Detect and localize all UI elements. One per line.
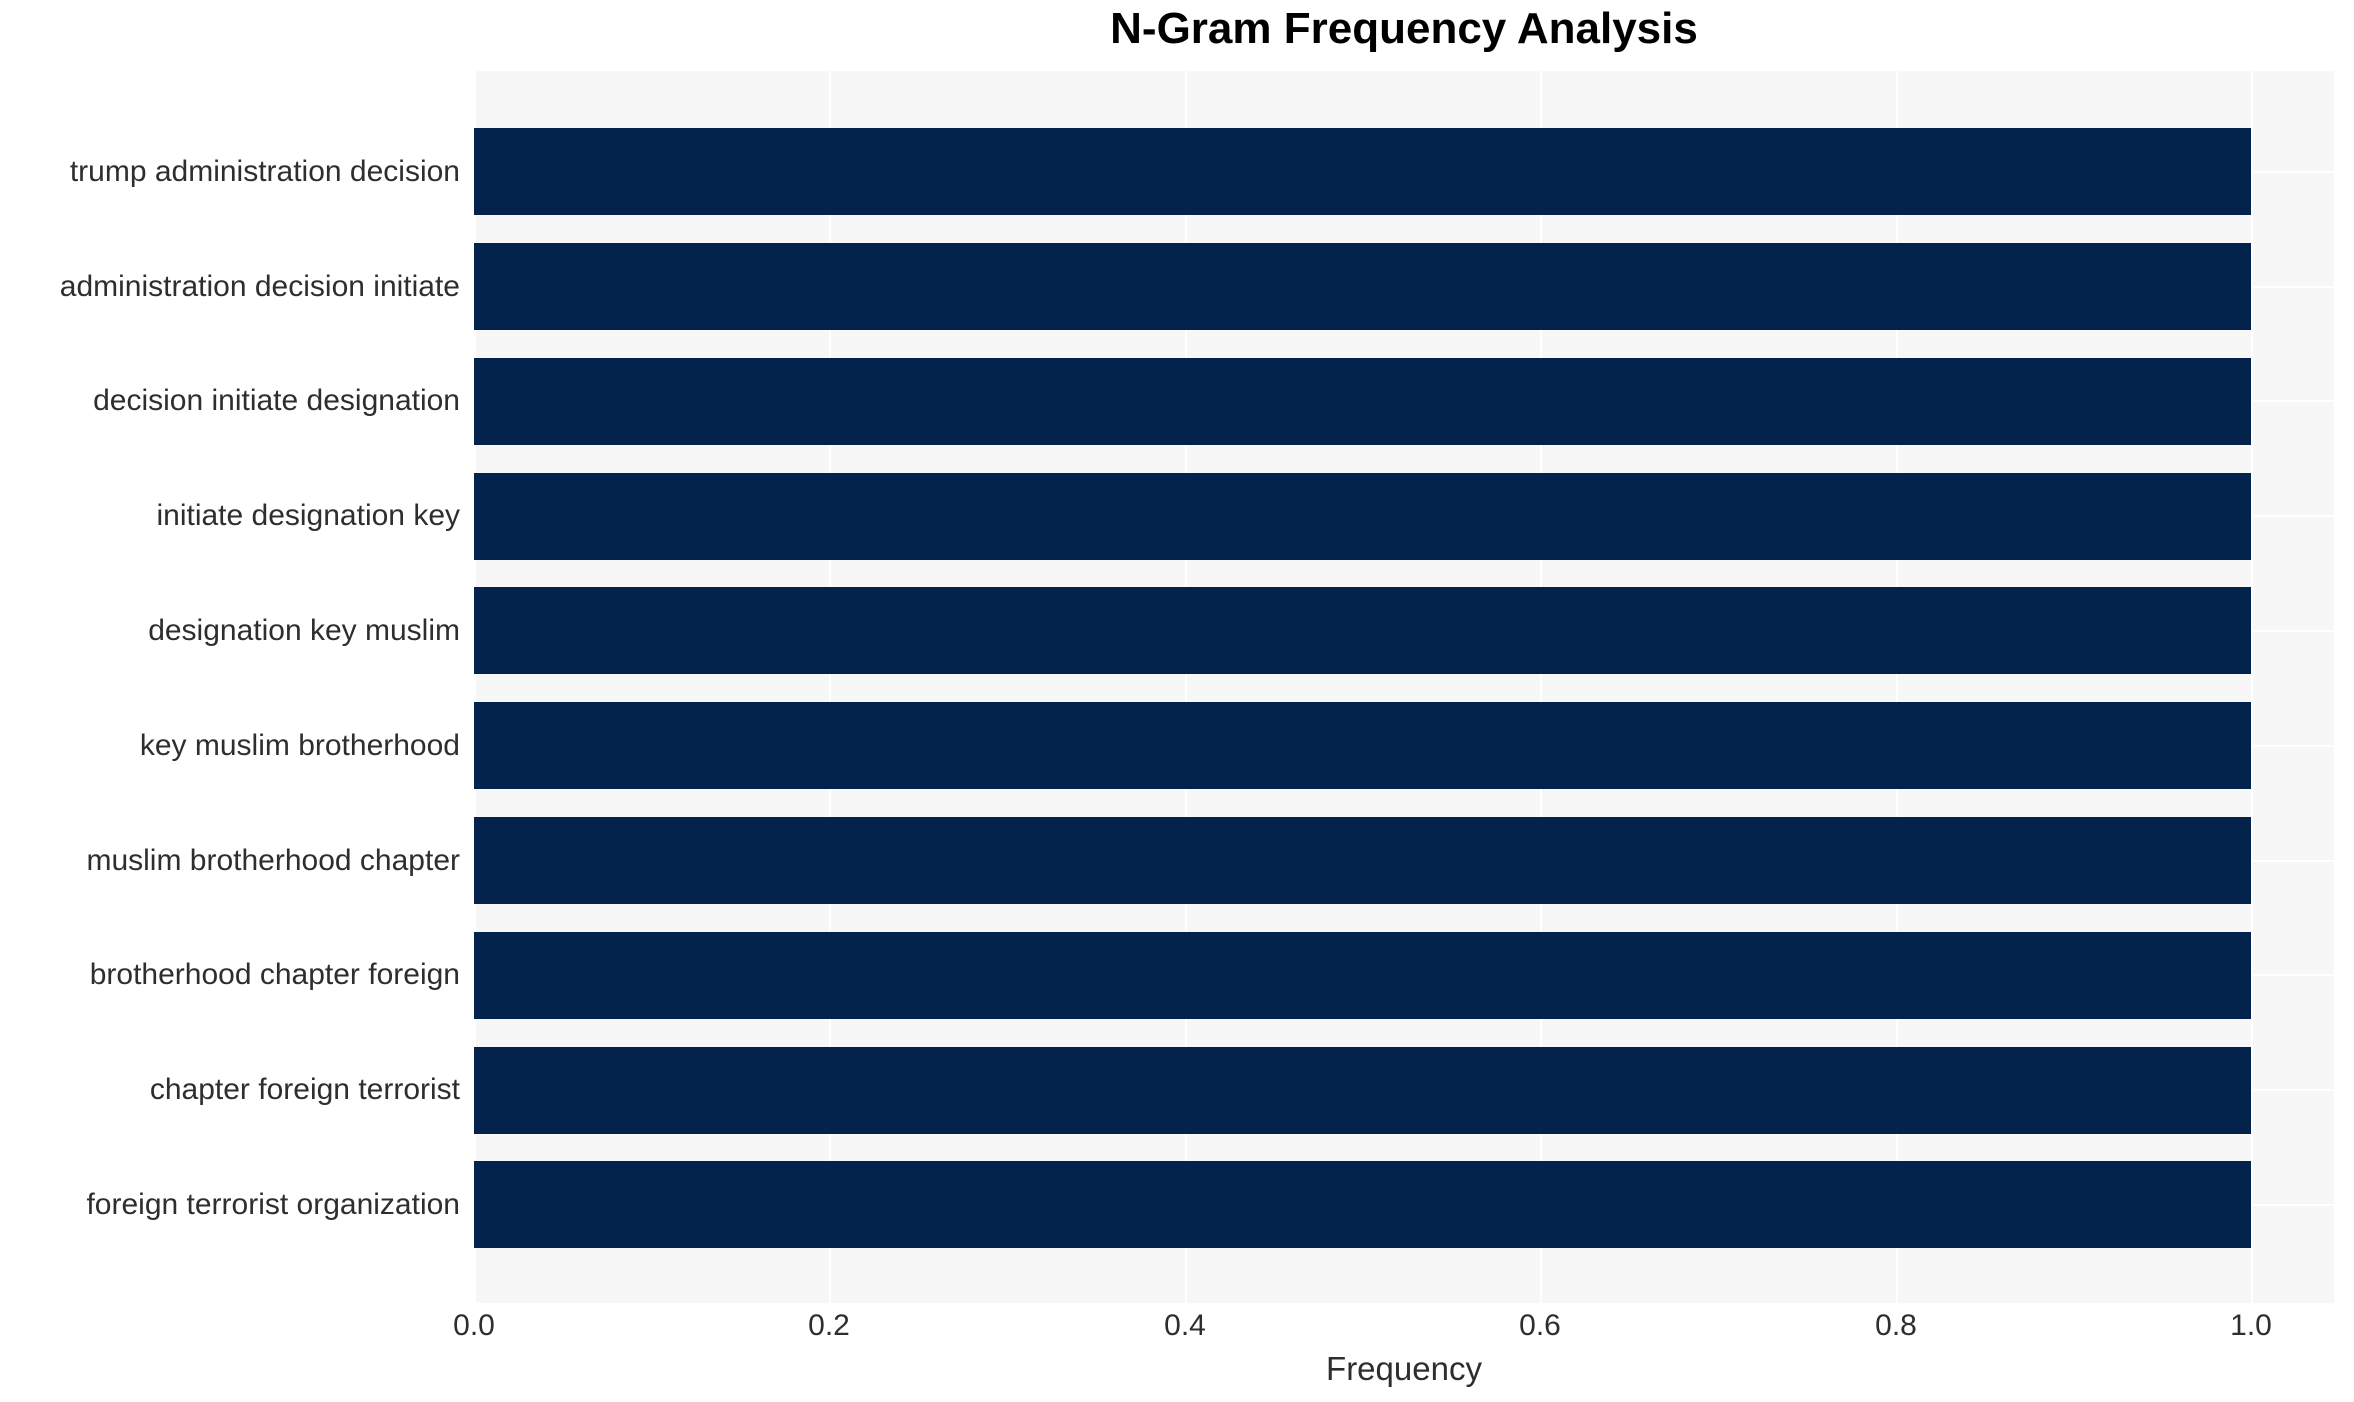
x-axis-title: Frequency [1326, 1350, 1482, 1387]
x-tick-label: 0.8 [1875, 1309, 1917, 1342]
bar [474, 358, 2251, 445]
x-gridline [1896, 71, 1898, 1303]
x-gridline [2251, 71, 2253, 1303]
y-axis-labels: trump administration decision administrat… [0, 71, 460, 1303]
y-tick-label: trump administration decision [69, 155, 460, 188]
bar [474, 817, 2251, 904]
x-gridline [1185, 71, 1187, 1303]
x-tick-label: 0.2 [808, 1309, 850, 1342]
plot-area [474, 71, 2334, 1303]
x-gridline [1540, 71, 1542, 1303]
y-tick-label: muslim brotherhood chapter [86, 844, 460, 877]
bar [474, 243, 2251, 330]
bar [474, 1047, 2251, 1134]
x-tick-label: 0.0 [453, 1309, 495, 1342]
y-tick-label: chapter foreign terrorist [149, 1073, 460, 1106]
y-tick-label: foreign terrorist organization [86, 1188, 460, 1221]
x-gridline [829, 71, 831, 1303]
y-tick-label: administration decision initiate [59, 270, 460, 303]
y-tick-label: key muslim brotherhood [139, 729, 460, 762]
x-gridline [474, 71, 476, 1303]
bar [474, 1161, 2251, 1248]
y-tick-label: brotherhood chapter foreign [89, 958, 460, 991]
x-tick-label: 0.4 [1164, 1309, 1206, 1342]
y-tick-label: initiate designation key [156, 499, 460, 532]
bar [474, 932, 2251, 1019]
bar [474, 702, 2251, 789]
y-tick-label: decision initiate designation [93, 384, 460, 417]
x-tick-label: 0.6 [1519, 1309, 1561, 1342]
bar [474, 128, 2251, 215]
bar [474, 587, 2251, 674]
x-axis: 0.0 0.2 0.4 0.6 0.8 1.0 [0, 1308, 2354, 1348]
bar [474, 473, 2251, 560]
chart-title: N-Gram Frequency Analysis [1110, 4, 1698, 53]
x-tick-label: 1.0 [2230, 1309, 2272, 1342]
y-tick-label: designation key muslim [148, 614, 460, 647]
